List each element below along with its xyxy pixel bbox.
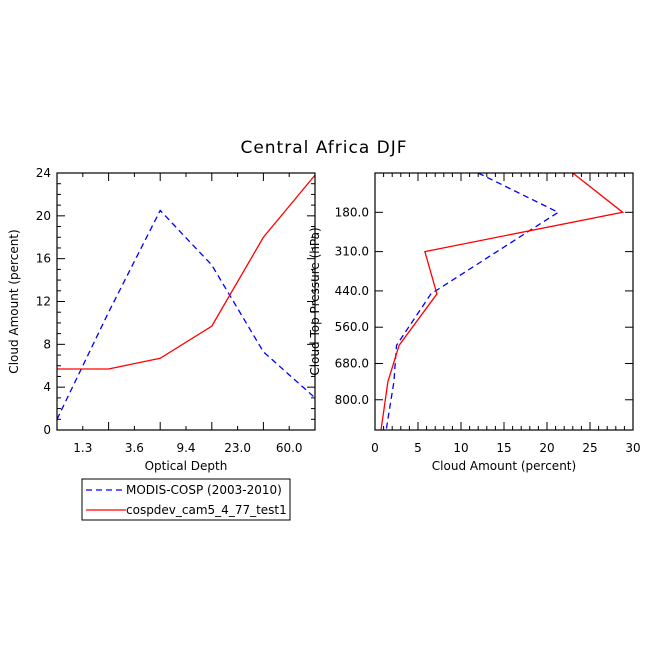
left-y-tick-label: 8	[43, 337, 51, 351]
left-x-tick-label: 1.3	[73, 441, 92, 455]
left-y-tick-label: 24	[36, 166, 51, 180]
legend-label-obs: MODIS-COSP (2003-2010)	[126, 483, 282, 497]
right-series-line-obs	[385, 172, 560, 431]
left-y-tick-label: 16	[36, 252, 51, 266]
right-series-layer	[380, 172, 625, 431]
left-y-tick-label: 4	[43, 380, 51, 394]
right-x-tick-label: 10	[453, 441, 468, 455]
right-x-tick-label: 20	[539, 441, 554, 455]
left-x-tick-label: 60.0	[276, 441, 303, 455]
legend-box	[81, 478, 291, 521]
right-y-axis-label: Cloud Top Pressure (hPa)	[308, 227, 322, 375]
right-y-tick-label: 680.0	[335, 356, 369, 370]
left-y-tick-label: 0	[43, 423, 51, 437]
right-plot-frame	[374, 172, 634, 431]
right-x-tick-label: 15	[496, 441, 511, 455]
legend: MODIS-COSP (2003-2010) cospdev_cam5_4_77…	[81, 478, 291, 521]
right-y-tick-label: 560.0	[335, 320, 369, 334]
right-ticks: 0 5 10 15 20 25 30 180.0 310.0 440.0 560.0 680.0 800…	[335, 173, 641, 455]
legend-label-model: cospdev_cam5_4_77_test1	[126, 503, 287, 517]
right-x-tick-label: 5	[414, 441, 422, 455]
left-x-tick-label: 3.6	[125, 441, 144, 455]
left-y-tick-label: 20	[36, 209, 51, 223]
right-panel: 0 5 10 15 20 25 30 180.0 310.0 440.0 560.0 680.0 800…	[308, 172, 641, 473]
right-series-line-model	[380, 172, 625, 431]
right-y-tick-label: 180.0	[335, 205, 369, 219]
left-ticks: 1.3 3.6 9.4 23.0 60.0 0 4 8 12 16 20 24	[36, 166, 316, 455]
right-x-axis-label: Cloud Amount (percent)	[432, 459, 576, 473]
right-y-tick-label: 800.0	[335, 393, 369, 407]
right-y-tick-label: 440.0	[335, 284, 369, 298]
left-series-line-model	[57, 174, 316, 370]
left-panel: 1.3 3.6 9.4 23.0 60.0 0 4 8 12 16 20 24 Optical Dep…	[7, 166, 316, 473]
left-y-tick-label: 12	[36, 295, 51, 309]
left-x-axis-label: Optical Depth	[145, 459, 228, 473]
left-x-tick-label: 23.0	[224, 441, 251, 455]
left-y-axis-label: Cloud Amount (percent)	[7, 229, 21, 373]
left-series-layer	[56, 174, 316, 420]
right-x-tick-label: 25	[582, 441, 597, 455]
right-x-tick-label: 0	[371, 441, 379, 455]
left-plot-frame	[56, 172, 316, 431]
left-series-line-obs	[56, 209, 316, 420]
right-x-tick-label: 30	[625, 441, 640, 455]
chart-title: Central Africa DJF	[240, 138, 407, 158]
right-y-tick-label: 310.0	[335, 245, 369, 259]
left-x-tick-label: 9.4	[176, 441, 195, 455]
